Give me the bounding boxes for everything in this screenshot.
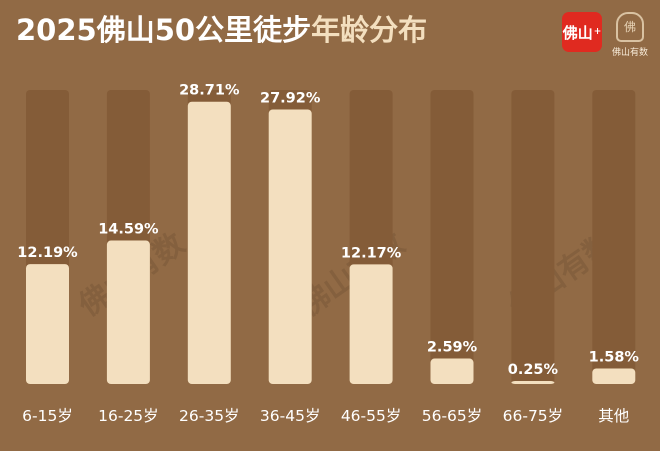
bar-26-35岁 — [187, 101, 231, 385]
category-label: 26-35岁 — [179, 407, 240, 425]
category-label: 66-75岁 — [503, 407, 564, 425]
category-label: 56-65岁 — [422, 407, 483, 425]
bar-46-55岁 — [349, 264, 393, 384]
title-accent: 年龄分布 — [311, 13, 428, 47]
value-label: 0.25% — [508, 362, 559, 378]
foshan-data-logo-icon: 佛 佛山有数 — [610, 12, 650, 62]
title-main: 2025佛山50公里徒步 — [16, 13, 312, 47]
value-label: 14.59% — [98, 222, 159, 238]
seal-icon: 佛 — [616, 12, 644, 42]
category-label: 46-55岁 — [341, 407, 402, 425]
value-label: 27.92% — [260, 90, 321, 106]
category-label: 36-45岁 — [260, 407, 321, 425]
value-label: 28.71% — [179, 83, 240, 99]
bar-track — [430, 90, 474, 384]
logo-caption: 佛山有数 — [611, 48, 648, 58]
category-label: 6-15岁 — [22, 407, 73, 425]
bar-36-45岁 — [268, 109, 312, 384]
logo-text: 佛山 — [562, 23, 593, 42]
value-label: 12.19% — [17, 245, 78, 261]
chart-title: 2025佛山50公里徒步年龄分布 — [16, 16, 427, 45]
value-label: 2.59% — [427, 340, 478, 356]
category-label: 16-25岁 — [98, 407, 159, 425]
value-label: 1.58% — [589, 349, 640, 365]
bar-16-25岁 — [106, 240, 150, 384]
foshan-logo-icon: 佛山 + — [562, 12, 602, 52]
bar-66-75岁 — [511, 381, 555, 384]
bar-56-65岁 — [430, 358, 474, 384]
bar-6-15岁 — [26, 264, 69, 384]
bar-track — [511, 90, 555, 384]
bar-其他 — [592, 368, 636, 384]
bar-track — [592, 90, 636, 384]
value-label: 12.17% — [341, 245, 402, 261]
category-label: 其他 — [598, 407, 629, 425]
